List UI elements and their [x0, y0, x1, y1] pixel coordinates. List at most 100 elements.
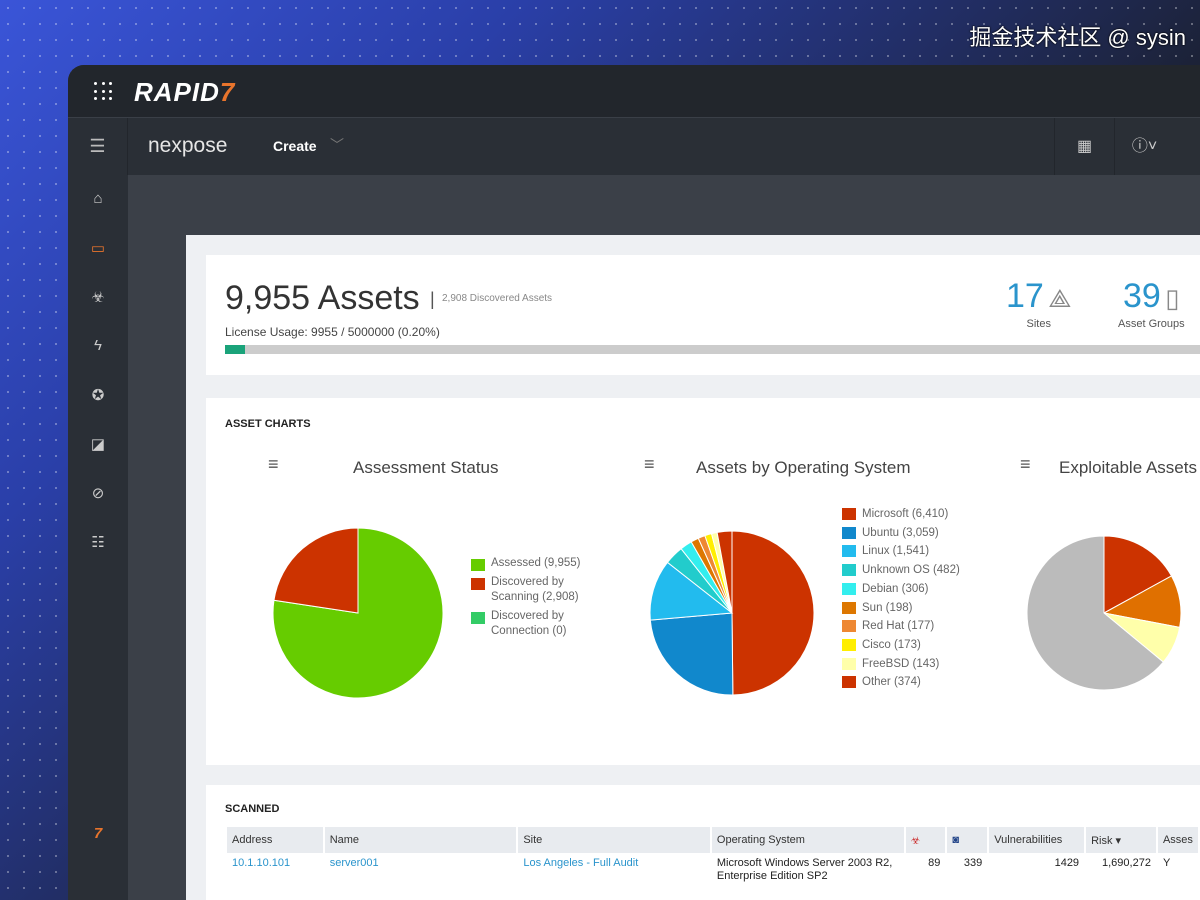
- col-risk[interactable]: Risk ▾: [1086, 827, 1156, 853]
- legend-label: Discovered by Connection (0): [491, 610, 567, 637]
- cell-name[interactable]: server001: [329, 857, 379, 869]
- discovered-count[interactable]: 2,908 Discovered Assets: [442, 293, 553, 304]
- legend-swatch: [842, 657, 856, 670]
- asset-count: 9,955 Assets: [225, 279, 420, 317]
- legend-label: Other (374): [862, 676, 921, 689]
- section-title: SCANNED: [225, 803, 280, 815]
- app-switcher-icon[interactable]: [94, 82, 114, 102]
- col-address[interactable]: Address: [227, 827, 323, 853]
- pie-slice[interactable]: [731, 530, 815, 696]
- legend-item[interactable]: Ubuntu (3,059): [842, 524, 982, 543]
- col-name[interactable]: Name: [324, 827, 517, 853]
- legend-label: Ubuntu (3,059): [862, 526, 939, 539]
- rapid7-small-logo: 7: [93, 825, 103, 842]
- chevron-down-icon[interactable]: ﹀: [330, 137, 344, 153]
- cell-exploits: 339: [963, 857, 983, 869]
- legend-item[interactable]: Red Hat (177): [842, 617, 982, 636]
- legend-item[interactable]: Microsoft (6,410): [842, 505, 982, 524]
- award-icon[interactable]: ✪: [91, 387, 105, 404]
- assessment-status-pie: [272, 527, 444, 699]
- col-vulnerabilities[interactable]: Vulnerabilities: [989, 827, 1085, 853]
- policy-icon[interactable]: ϟ: [94, 337, 102, 354]
- legend-item[interactable]: Sun (198): [842, 599, 982, 618]
- legend-swatch: [471, 612, 485, 624]
- scanned-table: Address Name Site Operating System ☣ ◙ V…: [225, 827, 1200, 887]
- legend-swatch: [842, 508, 856, 520]
- help-icon[interactable]: ⓘ˅: [1114, 118, 1174, 175]
- reports-chart-icon[interactable]: ◪: [90, 436, 106, 453]
- cell-address[interactable]: 10.1.10.101: [232, 857, 291, 869]
- tag-icon[interactable]: ⊘: [91, 485, 105, 502]
- legend-label: Linux (1,541): [862, 545, 930, 558]
- sites-icon: ⟁: [1048, 283, 1072, 313]
- table-row: 10.1.10.101 server001 Los Angeles - Full…: [227, 853, 1198, 887]
- pie-slice[interactable]: [649, 612, 734, 696]
- home-icon[interactable]: ⌂: [93, 190, 103, 207]
- legend: Microsoft (6,410) Ubuntu (3,059) Linux (1,…: [842, 505, 982, 692]
- product-name: nexpose: [148, 134, 228, 157]
- chart-title: Assets by Operating System: [696, 458, 911, 477]
- legend-label: Unknown OS (482): [862, 564, 960, 577]
- list-icon[interactable]: ☷: [91, 534, 105, 551]
- pie-slice[interactable]: [649, 561, 734, 621]
- legend-item[interactable]: Cisco (173): [842, 636, 982, 655]
- legend-swatch: [842, 526, 856, 539]
- create-button[interactable]: Create: [273, 138, 317, 154]
- legend-label: Assessed (9,955): [491, 557, 581, 569]
- col-site[interactable]: Site: [518, 827, 710, 853]
- legend-label: FreeBSD (143): [862, 657, 940, 670]
- legend-item[interactable]: Other (374): [842, 673, 982, 692]
- legend-item[interactable]: Discovered by Connection (0): [471, 609, 601, 639]
- legend-swatch: [842, 545, 856, 558]
- sites-stat[interactable]: 17 ⟁ Sites: [1006, 277, 1071, 330]
- pie-slice[interactable]: [1026, 535, 1165, 691]
- legend-item[interactable]: Linux (1,541): [842, 542, 982, 561]
- rapid7-logo: RAPID7: [134, 77, 236, 107]
- legend-label: Red Hat (177): [862, 620, 935, 633]
- pie-slice[interactable]: [716, 530, 733, 614]
- menu-icon[interactable]: ☰: [68, 118, 128, 175]
- chart-title: Assessment Status: [353, 458, 499, 477]
- col-malware-icon[interactable]: ☣: [905, 827, 946, 853]
- legend-item[interactable]: Discovered by Scanning (2,908): [471, 575, 601, 605]
- chart-menu-icon[interactable]: ≡: [268, 454, 279, 474]
- cell-site[interactable]: Los Angeles - Full Audit: [523, 857, 639, 869]
- biohazard-icon[interactable]: ☣: [91, 289, 105, 306]
- legend-label: Debian (306): [862, 582, 929, 595]
- chart-menu-icon[interactable]: ≡: [644, 454, 655, 474]
- groups-count: 39: [1123, 277, 1161, 315]
- asset-summary-card: 9,955 Assets | 2,908 Discovered Assets L…: [206, 255, 1200, 375]
- divider: |: [430, 289, 435, 309]
- asset-charts-card: ASSET CHARTS ≡ Assessment Status ≡ Asset…: [206, 398, 1200, 765]
- table-header: Address Name Site Operating System ☣ ◙ V…: [227, 827, 1198, 853]
- legend-swatch: [842, 582, 856, 595]
- legend-item[interactable]: Unknown OS (482): [842, 561, 982, 580]
- asset-groups-stat[interactable]: 39 ▯ Asset Groups: [1118, 277, 1185, 330]
- chart-menu-icon[interactable]: ≡: [1020, 454, 1031, 474]
- col-os[interactable]: Operating System: [711, 827, 904, 853]
- legend-item[interactable]: FreeBSD (143): [842, 655, 982, 674]
- section-title: ASSET CHARTS: [225, 418, 311, 430]
- legend-swatch: [842, 676, 856, 689]
- legend-label: Discovered by Scanning (2,908): [491, 576, 579, 603]
- assets-monitor-icon[interactable]: ▭: [90, 240, 106, 257]
- cell-vulnerabilities: 1429: [1054, 857, 1080, 869]
- pie-slice[interactable]: [273, 527, 359, 614]
- groups-label: Asset Groups: [1118, 318, 1185, 330]
- pie-slice[interactable]: [1103, 535, 1173, 614]
- legend-swatch: [842, 564, 856, 577]
- col-assessed[interactable]: Asses: [1157, 827, 1198, 853]
- chart-title: Exploitable Assets: [1059, 458, 1197, 477]
- legend-swatch: [471, 578, 485, 590]
- col-exploit-icon[interactable]: ◙: [947, 827, 988, 853]
- sites-label: Sites: [1026, 318, 1051, 330]
- app-window: RAPID7 ☰ nexpose Create ﹀ ▦ ⓘ˅ ⌂ ▭ ☣ ϟ ✪…: [68, 65, 1200, 900]
- legend-item[interactable]: Assessed (9,955): [471, 556, 601, 571]
- legend-swatch: [842, 601, 856, 614]
- legend-item[interactable]: Debian (306): [842, 580, 982, 599]
- legend-label: Sun (198): [862, 601, 913, 614]
- calendar-icon[interactable]: ▦: [1054, 118, 1114, 175]
- legend-label: Cisco (173): [862, 638, 921, 651]
- sidebar: ⌂ ▭ ☣ ϟ ✪ ◪ ⊘ ☷ 7: [68, 175, 128, 900]
- main-panel: 9,955 Assets | 2,908 Discovered Assets L…: [186, 235, 1200, 900]
